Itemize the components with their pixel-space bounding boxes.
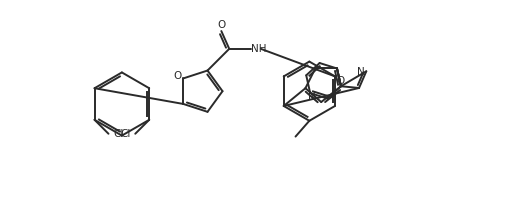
Text: N: N [358, 67, 365, 77]
Text: O: O [337, 76, 345, 86]
Text: O: O [173, 71, 182, 82]
Text: Cl: Cl [120, 129, 130, 139]
Text: O: O [217, 20, 226, 30]
Text: N: N [309, 91, 316, 101]
Text: Cl: Cl [113, 129, 124, 139]
Text: NH: NH [251, 44, 267, 54]
